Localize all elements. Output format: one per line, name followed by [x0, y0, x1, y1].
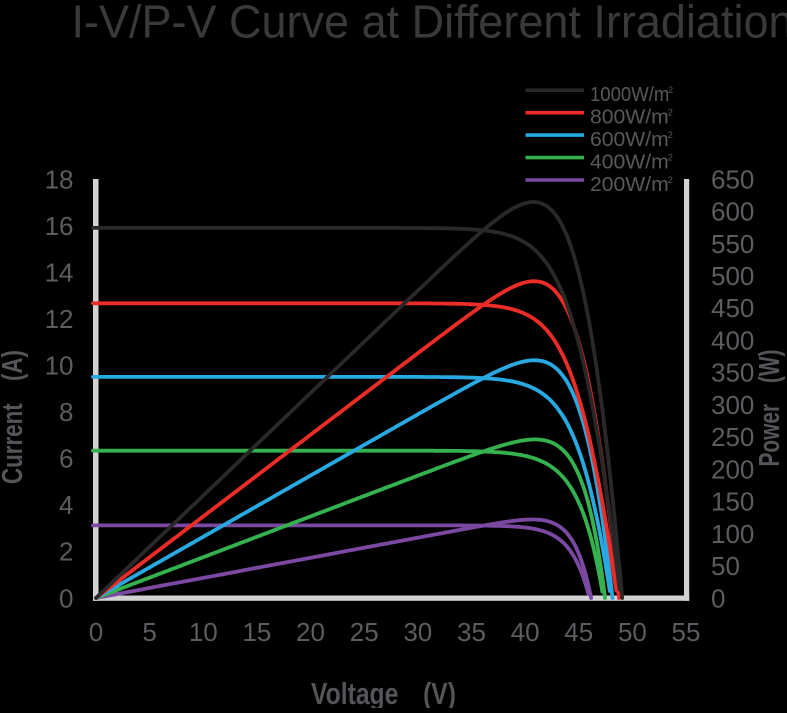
svg-text:250: 250 — [711, 422, 754, 452]
svg-text:8: 8 — [59, 397, 73, 427]
svg-text:2: 2 — [59, 537, 73, 567]
svg-text:400: 400 — [711, 326, 754, 356]
svg-text:350: 350 — [711, 358, 754, 388]
svg-text:200: 200 — [711, 454, 754, 484]
svg-text:650: 650 — [711, 164, 754, 194]
svg-text:400W/m2: 400W/m2 — [590, 152, 673, 174]
svg-text:Power (W): Power (W) — [754, 350, 786, 467]
svg-text:14: 14 — [45, 257, 74, 287]
svg-text:450: 450 — [711, 293, 754, 323]
svg-text:12: 12 — [45, 304, 74, 334]
svg-text:600: 600 — [711, 197, 754, 227]
svg-text:5: 5 — [142, 617, 156, 647]
svg-text:500: 500 — [711, 261, 754, 291]
svg-text:4: 4 — [59, 490, 73, 520]
svg-text:300: 300 — [711, 390, 754, 420]
svg-text:25: 25 — [350, 617, 379, 647]
svg-text:Voltage (V): Voltage (V) — [311, 676, 456, 708]
svg-text:I-V/P-V Curve at Different Irr: I-V/P-V Curve at Different Irradiation — [72, 0, 787, 48]
svg-text:100: 100 — [711, 519, 754, 549]
svg-text:Current (A): Current (A) — [0, 350, 29, 484]
svg-text:0: 0 — [89, 617, 103, 647]
svg-text:200W/m2: 200W/m2 — [590, 174, 673, 196]
svg-text:150: 150 — [711, 487, 754, 517]
svg-text:1000W/m2: 1000W/m2 — [590, 84, 673, 106]
svg-text:50: 50 — [618, 617, 647, 647]
svg-text:15: 15 — [242, 617, 271, 647]
svg-text:40: 40 — [511, 617, 540, 647]
svg-text:50: 50 — [711, 551, 740, 581]
svg-text:600W/m2: 600W/m2 — [590, 129, 673, 151]
svg-text:30: 30 — [403, 617, 432, 647]
svg-text:20: 20 — [296, 617, 325, 647]
svg-text:800W/m2: 800W/m2 — [590, 107, 673, 129]
svg-text:6: 6 — [59, 444, 73, 474]
svg-text:0: 0 — [711, 583, 725, 613]
svg-text:16: 16 — [45, 211, 74, 241]
svg-text:0: 0 — [59, 583, 73, 613]
svg-text:10: 10 — [189, 617, 218, 647]
svg-text:55: 55 — [672, 617, 701, 647]
svg-text:550: 550 — [711, 229, 754, 259]
svg-text:35: 35 — [457, 617, 486, 647]
svg-text:10: 10 — [45, 351, 74, 381]
svg-text:45: 45 — [564, 617, 593, 647]
svg-text:18: 18 — [45, 164, 74, 194]
